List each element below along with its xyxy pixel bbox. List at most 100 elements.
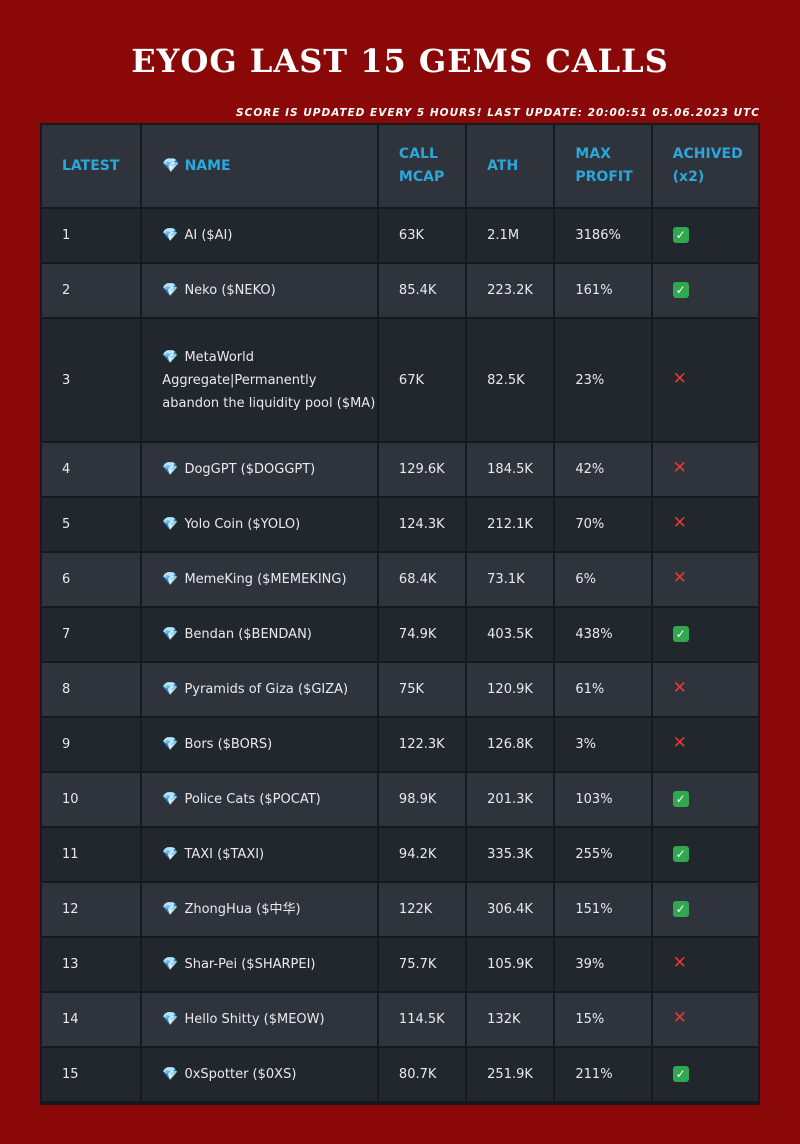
gem-icon: 💎 — [162, 283, 179, 298]
cell-ath: 403.5K — [467, 608, 554, 661]
table-row: 9 💎 Bors ($BORS) 122.3K 126.8K 3% ✕ — [42, 718, 758, 771]
check-icon: ✓ — [672, 1066, 689, 1082]
cell-name: 💎 Bendan ($BENDAN) — [142, 608, 377, 661]
cell-name: 💎 Pyramids of Giza ($GIZA) — [142, 663, 377, 716]
table-header-row: LATEST 💎 NAME CALL MCAP ATH MAX PROFIT A… — [42, 125, 758, 207]
gem-icon: 💎 — [162, 737, 179, 752]
header-max-profit[interactable]: MAX PROFIT — [555, 125, 651, 207]
gem-icon: 💎 — [162, 462, 179, 477]
cell-ath: 126.8K — [467, 718, 554, 771]
cell-ath: 335.3K — [467, 828, 554, 881]
cell-max-profit: 70% — [555, 498, 651, 551]
cell-achived: ✕ — [652, 498, 758, 551]
cell-name: 💎 Yolo Coin ($YOLO) — [142, 498, 377, 551]
gem-icon: 💎 — [162, 627, 179, 642]
cross-icon: ✕ — [672, 458, 687, 478]
cell-max-profit: 23% — [555, 319, 651, 441]
check-icon: ✓ — [672, 282, 689, 298]
cross-icon: ✕ — [672, 1008, 687, 1028]
cell-achived: ✓ — [652, 608, 758, 661]
cell-call-mcap: 75K — [378, 663, 466, 716]
cell-ath: 223.2K — [467, 264, 554, 317]
cell-name: 💎 ZhongHua ($中华) — [142, 883, 377, 936]
check-icon: ✓ — [672, 791, 689, 807]
token-name: Shar-Pei ($SHARPEI) — [184, 957, 316, 972]
cell-achived: ✕ — [652, 993, 758, 1046]
cell-name: 💎 MetaWorld Aggregate|Permanently abandon… — [142, 319, 377, 441]
token-name: ZhongHua ($中华) — [184, 902, 301, 917]
cell-latest: 4 — [42, 443, 141, 496]
cross-icon: ✕ — [672, 953, 687, 973]
cell-call-mcap: 124.3K — [378, 498, 466, 551]
table-row: 6 💎 MemeKing ($MEMEKING) 68.4K 73.1K 6% ✕ — [42, 553, 758, 606]
cell-call-mcap: 129.6K — [378, 443, 466, 496]
cell-ath: 73.1K — [467, 553, 554, 606]
cell-call-mcap: 122.3K — [378, 718, 466, 771]
cell-max-profit: 103% — [555, 773, 651, 826]
gem-icon: 💎 — [162, 1067, 179, 1082]
cell-ath: 306.4K — [467, 883, 554, 936]
cell-achived: ✓ — [652, 209, 758, 262]
cell-call-mcap: 94.2K — [378, 828, 466, 881]
cell-call-mcap: 75.7K — [378, 938, 466, 991]
header-achived[interactable]: ACHIVED (x2) — [652, 125, 758, 207]
cell-max-profit: 3% — [555, 718, 651, 771]
gem-icon: 💎 — [162, 902, 179, 917]
table-row: 12 💎 ZhongHua ($中华) 122K 306.4K 151% ✓ — [42, 883, 758, 936]
cell-max-profit: 6% — [555, 553, 651, 606]
cell-latest: 7 — [42, 608, 141, 661]
cell-call-mcap: 68.4K — [378, 553, 466, 606]
table-row: 10 💎 Police Cats ($POCAT) 98.9K 201.3K 103% ✓ — [42, 773, 758, 826]
header-ath[interactable]: ATH — [467, 125, 554, 207]
cell-call-mcap: 67K — [378, 319, 466, 441]
table-row: 1 💎 AI ($AI) 63K 2.1M 3186% ✓ — [42, 209, 758, 262]
token-name: Neko ($NEKO) — [184, 283, 276, 298]
header-call-mcap[interactable]: CALL MCAP — [378, 125, 466, 207]
gems-table-container: LATEST 💎 NAME CALL MCAP ATH MAX PROFIT A… — [40, 123, 760, 1105]
table-row: 14 💎 Hello Shitty ($MEOW) 114.5K 132K 15% ✕ — [42, 993, 758, 1046]
cell-call-mcap: 74.9K — [378, 608, 466, 661]
cell-max-profit: 39% — [555, 938, 651, 991]
cell-name: 💎 AI ($AI) — [142, 209, 377, 262]
cell-latest: 8 — [42, 663, 141, 716]
cell-latest: 5 — [42, 498, 141, 551]
cell-call-mcap: 114.5K — [378, 993, 466, 1046]
cell-ath: 184.5K — [467, 443, 554, 496]
cell-max-profit: 255% — [555, 828, 651, 881]
gem-icon: 💎 — [162, 572, 179, 587]
table-row: 4 💎 DogGPT ($DOGGPT) 129.6K 184.5K 42% ✕ — [42, 443, 758, 496]
header-name[interactable]: 💎 NAME — [142, 125, 377, 207]
cell-latest: 1 — [42, 209, 141, 262]
cell-latest: 6 — [42, 553, 141, 606]
cell-achived: ✓ — [652, 773, 758, 826]
cell-latest: 13 — [42, 938, 141, 991]
header-latest[interactable]: LATEST — [42, 125, 141, 207]
token-name: TAXI ($TAXI) — [184, 847, 265, 862]
cell-ath: 2.1M — [467, 209, 554, 262]
cross-icon: ✕ — [672, 733, 687, 753]
gem-icon: 💎 — [162, 349, 179, 365]
table-row: 8 💎 Pyramids of Giza ($GIZA) 75K 120.9K 61% ✕ — [42, 663, 758, 716]
cell-name: 💎 TAXI ($TAXI) — [142, 828, 377, 881]
cell-achived: ✕ — [652, 553, 758, 606]
cell-name: 💎 Bors ($BORS) — [142, 718, 377, 771]
cell-achived: ✕ — [652, 718, 758, 771]
cross-icon: ✕ — [672, 368, 687, 389]
token-name: Bendan ($BENDAN) — [184, 627, 312, 642]
check-icon: ✓ — [672, 901, 689, 917]
cell-max-profit: 15% — [555, 993, 651, 1046]
cell-ath: 82.5K — [467, 319, 554, 441]
cell-latest: 3 — [42, 319, 141, 441]
page-title: EYOG LAST 15 GEMS CALLS — [131, 42, 669, 80]
cell-max-profit: 42% — [555, 443, 651, 496]
cell-name: 💎 Neko ($NEKO) — [142, 264, 377, 317]
cross-icon: ✕ — [672, 568, 687, 588]
cell-achived: ✓ — [652, 828, 758, 881]
cell-ath: 105.9K — [467, 938, 554, 991]
cell-achived: ✕ — [652, 319, 758, 441]
cell-latest: 12 — [42, 883, 141, 936]
token-name: Police Cats ($POCAT) — [184, 792, 321, 807]
cell-call-mcap: 98.9K — [378, 773, 466, 826]
table-row: 7 💎 Bendan ($BENDAN) 74.9K 403.5K 438% ✓ — [42, 608, 758, 661]
cell-latest: 9 — [42, 718, 141, 771]
